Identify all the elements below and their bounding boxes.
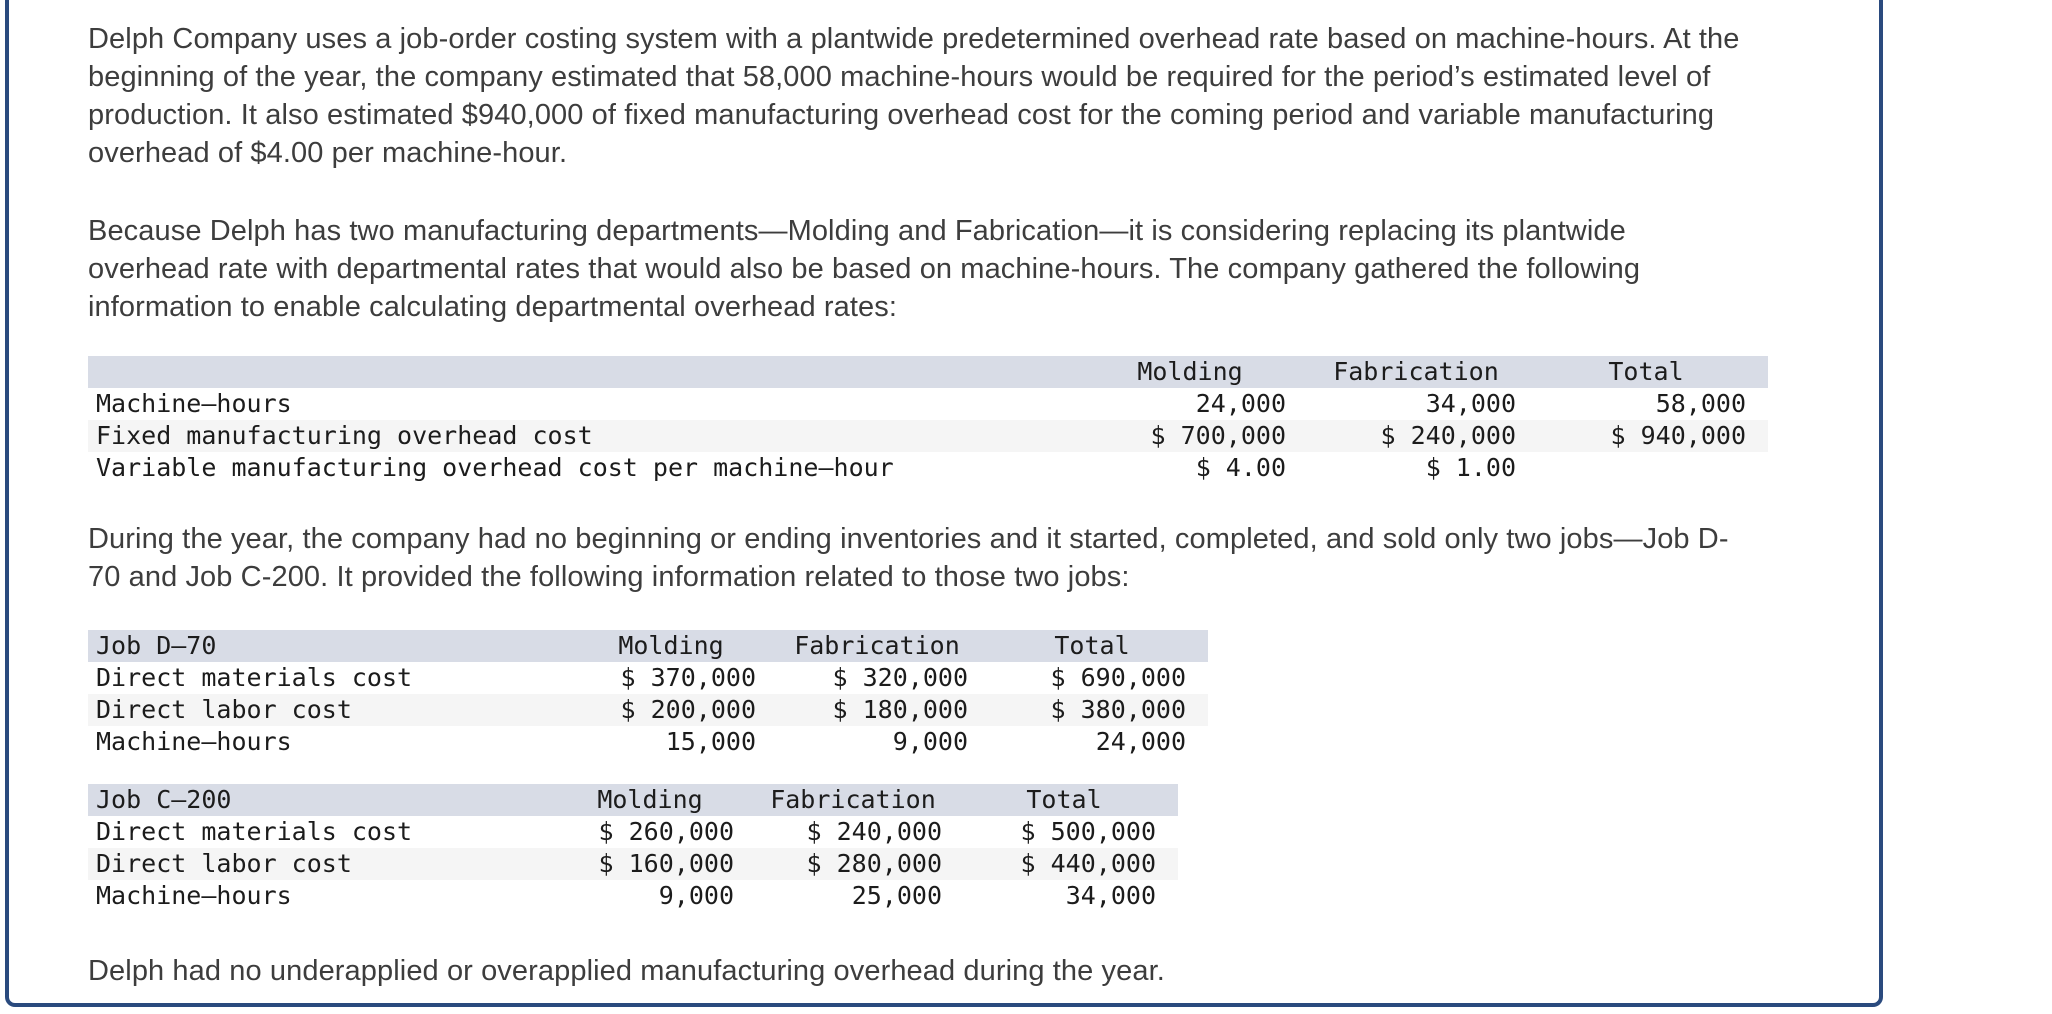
table-row: Variable manufacturing overhead cost per… [88, 452, 1768, 484]
column-header-total: Total [1026, 785, 1102, 814]
cell-molding: $ 370,000 [620, 663, 756, 692]
cell-molding: $ 700,000 [1150, 421, 1286, 450]
table-row: Machine–hours 9,000 25,000 34,000 [88, 880, 1178, 912]
cell-total: $ 500,000 [1020, 817, 1156, 846]
closing-note: Delph had no underapplied or overapplied… [88, 955, 1165, 987]
row-label: Machine–hours [96, 881, 292, 910]
problem-statement-panel: Delph Company uses a job-order costing s… [5, 0, 1883, 1007]
job-c200-table: Job C–200 Molding Fabrication Total Dire… [88, 784, 1178, 912]
cell-fabrication: $ 280,000 [806, 849, 942, 878]
column-header-molding: Molding [618, 631, 724, 660]
table-row: Machine–hours 15,000 9,000 24,000 [88, 726, 1208, 758]
row-label: Variable manufacturing overhead cost per… [96, 453, 894, 482]
column-header-molding: Molding [597, 785, 703, 814]
departments-paragraph: Because Delph has two manufacturing depa… [88, 215, 1641, 323]
cell-total: $ 380,000 [1050, 695, 1186, 724]
row-label: Direct materials cost [96, 817, 413, 846]
cell-fabrication: $ 240,000 [1380, 421, 1516, 450]
column-header-fabrication: Fabrication [794, 631, 960, 660]
table-row: Direct labor cost $ 200,000 $ 180,000 $ … [88, 694, 1208, 726]
column-header-molding: Molding [1137, 357, 1243, 386]
cell-total [1538, 452, 1768, 484]
cell-total: 24,000 [1095, 727, 1186, 756]
row-label: Direct materials cost [96, 663, 413, 692]
column-header-total: Total [1608, 357, 1684, 386]
table-header-row: Job D–70 Molding Fabrication Total [88, 630, 1208, 662]
table-row: Direct materials cost $ 370,000 $ 320,00… [88, 662, 1208, 694]
cell-molding: $ 200,000 [620, 695, 756, 724]
jobs-paragraph: During the year, the company had no begi… [88, 523, 1729, 593]
cell-molding: $ 160,000 [598, 849, 734, 878]
row-label: Direct labor cost [96, 695, 352, 724]
cell-fabrication: $ 1.00 [1425, 453, 1516, 482]
row-label: Direct labor cost [96, 849, 352, 878]
column-header-total: Total [1054, 631, 1130, 660]
cell-total: 34,000 [1065, 881, 1156, 910]
cell-fabrication: $ 320,000 [832, 663, 968, 692]
cell-fabrication: 9,000 [892, 727, 968, 756]
cell-total: $ 940,000 [1610, 421, 1746, 450]
cell-total: 58,000 [1655, 389, 1746, 418]
row-label: Machine–hours [96, 389, 292, 418]
table-row: Fixed manufacturing overhead cost $ 700,… [88, 420, 1768, 452]
cell-molding: 15,000 [665, 727, 756, 756]
corner-cell-job-c200: Job C–200 [96, 785, 232, 814]
intro-paragraph: Delph Company uses a job-order costing s… [88, 23, 1740, 169]
departmental-overhead-table: Molding Fabrication Total Machine–hours … [88, 356, 1768, 484]
column-header-fabrication: Fabrication [1333, 357, 1499, 386]
row-label: Machine–hours [96, 727, 292, 756]
table-row: Machine–hours 24,000 34,000 58,000 [88, 388, 1768, 420]
table-row: Direct materials cost $ 260,000 $ 240,00… [88, 816, 1178, 848]
corner-cell-job-d70: Job D–70 [96, 631, 217, 660]
cell-molding: 24,000 [1195, 389, 1286, 418]
cell-molding: $ 4.00 [1195, 453, 1286, 482]
corner-cell [88, 356, 1086, 388]
cell-fabrication: $ 240,000 [806, 817, 942, 846]
job-d70-table: Job D–70 Molding Fabrication Total Direc… [88, 630, 1208, 758]
cell-molding: $ 260,000 [598, 817, 734, 846]
cell-total: $ 440,000 [1020, 849, 1156, 878]
cell-molding: 9,000 [658, 881, 734, 910]
cell-total: $ 690,000 [1050, 663, 1186, 692]
cell-fabrication: $ 180,000 [832, 695, 968, 724]
cell-fabrication: 34,000 [1425, 389, 1516, 418]
column-header-fabrication: Fabrication [770, 785, 936, 814]
table-header-row: Molding Fabrication Total [88, 356, 1768, 388]
table-row: Direct labor cost $ 160,000 $ 280,000 $ … [88, 848, 1178, 880]
cell-fabrication: 25,000 [851, 881, 942, 910]
table-header-row: Job C–200 Molding Fabrication Total [88, 784, 1178, 816]
row-label: Fixed manufacturing overhead cost [96, 421, 593, 450]
